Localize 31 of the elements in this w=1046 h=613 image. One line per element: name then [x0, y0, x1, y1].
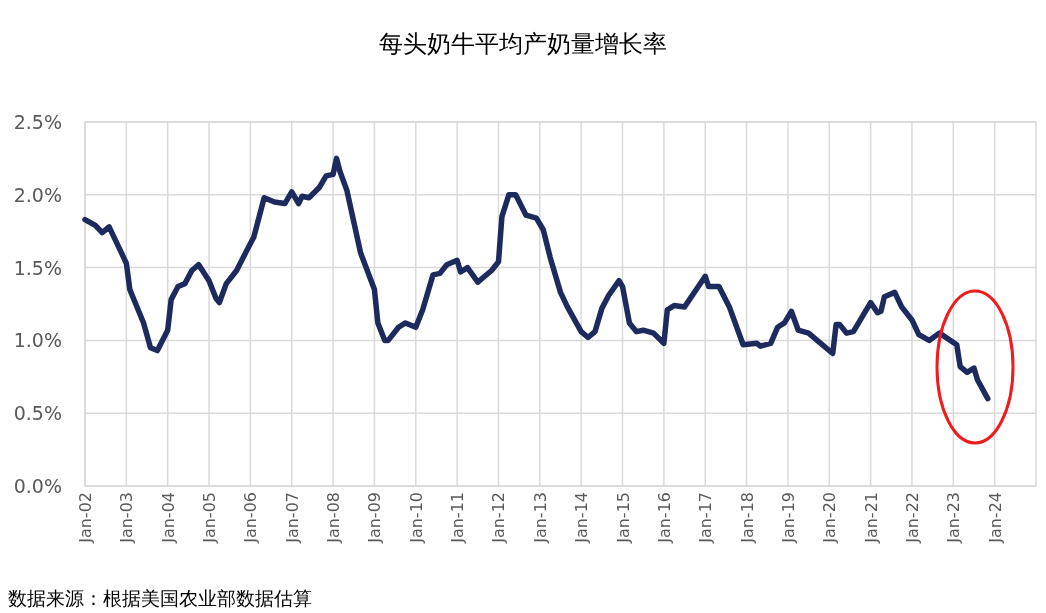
x-tick-label: Jan-02 [76, 492, 95, 544]
y-tick-label: 0.5% [13, 402, 62, 425]
x-tick-label: Jan-05 [200, 492, 220, 544]
y-tick-label: 1.0% [13, 329, 62, 352]
x-tick-label: Jan-07 [282, 492, 302, 544]
chart-title: 每头奶牛平均产奶量增长率 [379, 30, 667, 58]
x-tick-label: Jan-10 [406, 492, 426, 544]
x-tick-label: Jan-03 [117, 492, 137, 544]
x-tick-label: Jan-04 [158, 492, 178, 544]
x-tick-label: Jan-08 [324, 492, 344, 544]
x-tick-label: Jan-09 [365, 492, 385, 544]
x-tick-label: Jan-21 [861, 492, 881, 544]
x-tick-label: Jan-20 [820, 492, 840, 544]
y-tick-label: 2.0% [13, 183, 62, 206]
x-tick-label: Jan-18 [737, 492, 757, 544]
x-tick-label: Jan-16 [654, 492, 674, 544]
y-tick-label: 0.0% [13, 475, 62, 497]
x-tick-label: Jan-11 [448, 492, 468, 544]
x-tick-label: Jan-17 [696, 492, 716, 544]
x-tick-label: Jan-23 [944, 492, 964, 544]
x-tick-label: Jan-13 [530, 492, 550, 544]
x-tick-label: Jan-06 [241, 492, 261, 544]
x-tick-label: Jan-24 [985, 492, 1005, 544]
x-tick-label: Jan-14 [572, 492, 592, 544]
x-tick-label: Jan-19 [778, 492, 798, 544]
x-tick-label: Jan-22 [902, 492, 922, 544]
y-tick-label: 2.5% [13, 111, 62, 133]
y-tick-label: 1.5% [13, 256, 62, 279]
x-tick-label: Jan-12 [489, 492, 509, 544]
x-tick-label: Jan-15 [613, 492, 633, 544]
source-note: 数据来源：根据美国农业部数据估算 [8, 587, 312, 609]
